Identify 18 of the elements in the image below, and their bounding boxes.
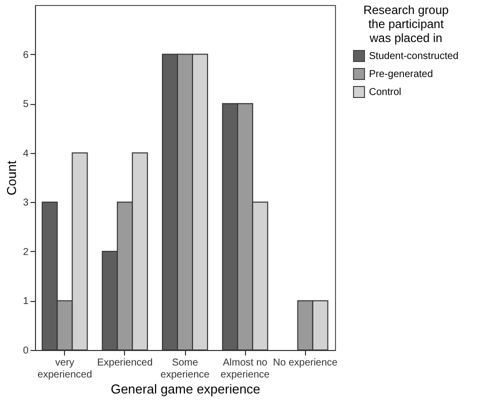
legend-label: Control bbox=[369, 87, 402, 98]
x-tick-label: Experienced bbox=[97, 358, 153, 368]
y-axis-title: Count bbox=[4, 160, 19, 196]
y-tick-label: 3 bbox=[22, 198, 29, 209]
y-tick-label: 2 bbox=[22, 246, 29, 258]
legend-title: Research group the participant was placed in bbox=[363, 3, 450, 45]
x-tick-label: No experience bbox=[273, 358, 338, 368]
x-axis-title: General game experience bbox=[110, 382, 260, 396]
y-tick-label: 1 bbox=[22, 296, 29, 308]
y-tick-label: 0 bbox=[22, 346, 29, 356]
x-tick-label: Some experience bbox=[160, 358, 210, 380]
y-tick-label: 5 bbox=[22, 99, 29, 110]
x-tick-label: very experienced bbox=[38, 358, 92, 380]
y-tick-label: 4 bbox=[22, 148, 29, 160]
y-tick-label: 6 bbox=[22, 50, 29, 61]
x-tick-label: Almost no experience bbox=[220, 358, 270, 380]
legend-label: Student-constructed bbox=[369, 51, 458, 62]
legend-label: Pre-generated bbox=[369, 69, 433, 80]
